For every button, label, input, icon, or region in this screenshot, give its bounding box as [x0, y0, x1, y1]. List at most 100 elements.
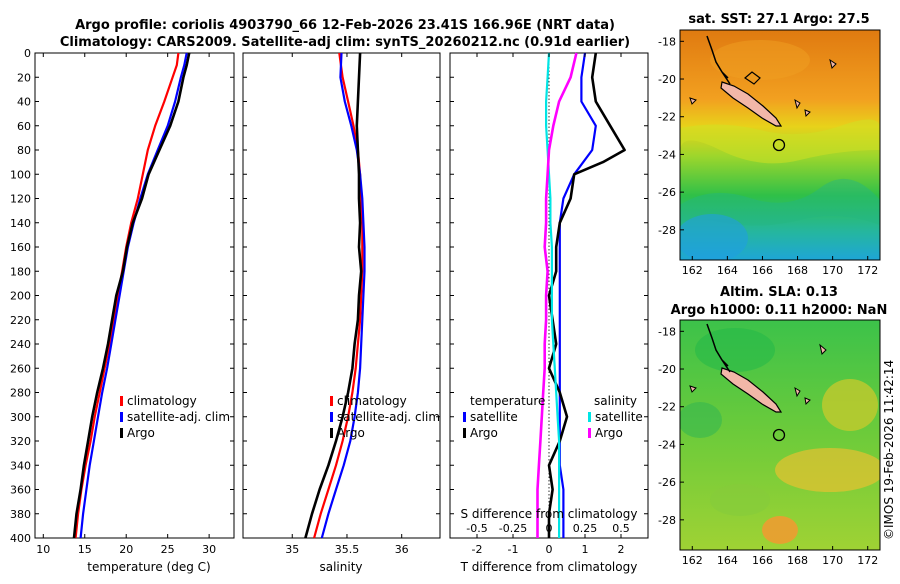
y-tick-label: 380: [10, 508, 31, 521]
difference-ticks-group: -2 -1 0 1 2: [450, 52, 648, 556]
x-tick-label: 35.5: [335, 543, 360, 556]
x-tick-label: 15: [78, 543, 92, 556]
x-tick-label: 10: [36, 543, 50, 556]
sla-map-ticks: 162 164 166 168 170 172 -18 -20 -22 -24 -26 -28: [658, 325, 878, 567]
imos-credit: ©IMOS 19-Feb-2026 11:42:14: [882, 360, 896, 540]
map-x-tick-label: 162: [682, 554, 703, 567]
sla-map-title: Altim. SLA: 0.13: [720, 285, 838, 300]
figure-title-line1: Argo profile: coriolis 4903790_66 12-Feb…: [75, 18, 615, 33]
map-x-tick-label: 162: [682, 264, 703, 277]
legend-label-argo: Argo: [127, 426, 155, 440]
temperature-ticks-group: 10 15 20 25 30020406080100120140160180200220…: [10, 47, 234, 556]
map-x-tick-label: 164: [717, 264, 738, 277]
x-tick-label: 1: [582, 543, 589, 556]
new-caledonia-island: [720, 367, 783, 413]
map-x-tick-label: 172: [857, 264, 878, 277]
sla-map-panel: Altim. SLA: 0.13 Argo h1000: 0.11 h2000:…: [658, 285, 887, 567]
y-tick-label: 200: [10, 290, 31, 303]
legend-title-salinity: salinity: [594, 394, 637, 408]
map-x-tick-label: 164: [717, 554, 738, 567]
legend-swatch-t-satellite: [463, 412, 466, 422]
sla-high-patch: [822, 379, 878, 431]
s-diff-tick-label: -0.5: [466, 522, 487, 535]
figure-title-line2: Climatology: CARS2009. Satellite-adj cli…: [60, 35, 630, 50]
map-x-tick-label: 170: [822, 264, 843, 277]
y-tick-label: 360: [10, 484, 31, 497]
legend-swatch-argo: [120, 428, 123, 438]
reef-outline: [706, 35, 731, 85]
y-tick-label: 40: [17, 96, 31, 109]
map-y-tick-label: -22: [658, 111, 676, 124]
map-x-tick-label: 166: [752, 264, 773, 277]
map-y-tick-label: -24: [658, 438, 676, 451]
y-tick-label: 140: [10, 217, 31, 230]
series-line-s-satellite: [544, 52, 561, 538]
y-tick-label: 20: [17, 71, 31, 84]
y-tick-label: 160: [10, 241, 31, 254]
salinity-legend: climatology satellite-adj. clim Argo: [330, 394, 440, 440]
map-y-tick-label: -18: [658, 325, 676, 338]
y-tick-label: 0: [24, 47, 31, 60]
y-tick-label: 400: [10, 532, 31, 545]
y-tick-label: 240: [10, 338, 31, 351]
legend-label-argo: Argo: [337, 426, 365, 440]
x-tick-label: -2: [472, 543, 483, 556]
x-tick-label: 36: [395, 543, 409, 556]
series-line-s-argo: [536, 52, 578, 538]
map-y-tick-label: -26: [658, 476, 676, 489]
x-tick-label: 20: [119, 543, 133, 556]
sst-map-ticks: 162 164 166 168 170 172 -18 -20 -22 -24 -26 -28: [658, 35, 878, 277]
difference-legend: temperature satellite Argo salinity sate…: [463, 394, 643, 440]
difference-panel: -2 -1 0 1 2 T difference from climatology S …: [449, 52, 649, 574]
sst-cool-patch: [680, 214, 748, 260]
s-diff-tick-label: 0: [546, 522, 553, 535]
sla-map-subtitle: Argo h1000: 0.11 h2000: NaN: [671, 303, 888, 318]
sst-map-title: sat. SST: 27.1 Argo: 27.5: [688, 12, 869, 27]
series-line-argo: [304, 52, 363, 539]
y-tick-label: 80: [17, 144, 31, 157]
y-tick-label: 220: [10, 314, 31, 327]
map-x-tick-label: 168: [787, 554, 808, 567]
y-tick-label: 320: [10, 435, 31, 448]
map-x-tick-label: 166: [752, 554, 773, 567]
map-y-tick-label: -26: [658, 186, 676, 199]
y-tick-label: 280: [10, 387, 31, 400]
y-tick-label: 340: [10, 459, 31, 472]
new-caledonia-island: [720, 81, 783, 127]
map-x-tick-label: 168: [787, 264, 808, 277]
sla-map-frame: [679, 319, 881, 551]
map-y-tick-label: -22: [658, 401, 676, 414]
sst-map-frame: [679, 29, 881, 261]
salinity-axes-box: [242, 52, 441, 539]
map-y-tick-label: -18: [658, 35, 676, 48]
map-x-tick-label: 170: [822, 554, 843, 567]
y-tick-label: 60: [17, 120, 31, 133]
sst-warm-patch: [710, 40, 810, 80]
legend-swatch-satellite: [330, 412, 333, 422]
legend-label-climatology: climatology: [127, 394, 197, 408]
legend-label-t-argo: Argo: [470, 426, 498, 440]
s-diff-tick-label: 0.5: [612, 522, 630, 535]
legend-swatch-climatology: [330, 396, 333, 406]
map-y-tick-label: -24: [658, 148, 676, 161]
legend-swatch-s-satellite: [588, 412, 591, 422]
x-tick-label: 25: [161, 543, 175, 556]
y-tick-label: 180: [10, 265, 31, 278]
legend-label-t-satellite: satellite: [470, 410, 518, 424]
islet-outline: [744, 71, 761, 85]
sla-peak-patch: [762, 516, 798, 544]
legend-label-s-satellite: satellite: [595, 410, 643, 424]
s-diff-tick-label: -0.25: [499, 522, 527, 535]
temperature-legend: climatology satellite-adj. clim Argo: [120, 394, 230, 440]
legend-label-satellite: satellite-adj. clim: [127, 410, 230, 424]
sla-high-band: [775, 448, 880, 492]
sla-mid-patch: [710, 484, 770, 516]
temperature-series-group: [72, 52, 191, 539]
series-line-satellite-adj-clim: [79, 52, 188, 539]
reef-outline: [706, 323, 731, 373]
legend-swatch-t-argo: [463, 428, 466, 438]
s-difference-label: S difference from climatology: [461, 507, 638, 521]
temperature-panel: 10 15 20 25 30020406080100120140160180200220…: [10, 47, 235, 574]
y-tick-label: 260: [10, 362, 31, 375]
